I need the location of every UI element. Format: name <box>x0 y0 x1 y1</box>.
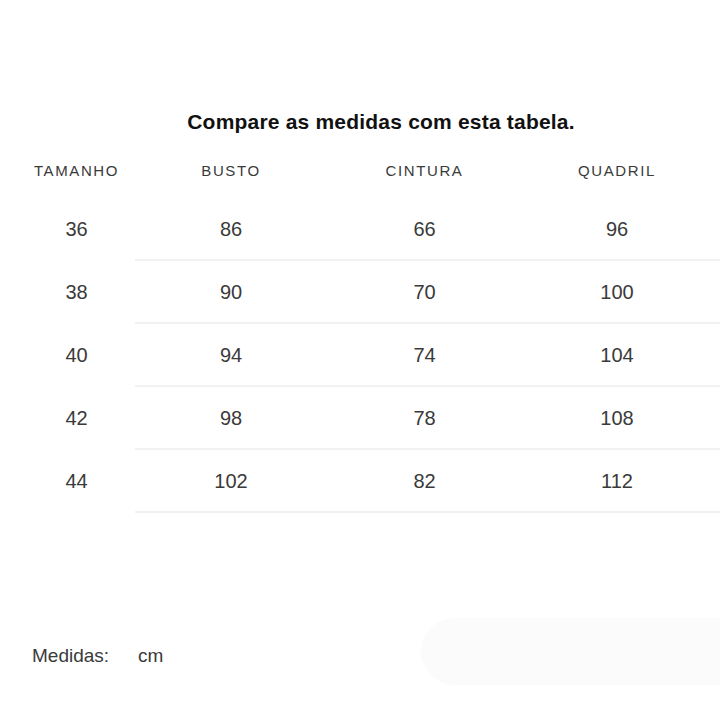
column-header-quadril: QUADRIL <box>540 162 694 179</box>
table-cell: 94 <box>153 344 309 367</box>
table-cell: 38 <box>0 281 153 304</box>
table-cell: 96 <box>540 218 694 241</box>
table-cell: 40 <box>0 344 153 367</box>
table-cell: 108 <box>540 407 694 430</box>
table-cell: 102 <box>153 470 309 493</box>
table-cell: 70 <box>309 281 540 304</box>
table-cell: 66 <box>309 218 540 241</box>
table-row: 36866696 <box>0 198 720 261</box>
table-row: 409474104 <box>0 324 720 387</box>
table-cell: 44 <box>0 470 153 493</box>
table-cell: 42 <box>0 407 153 430</box>
table-cell: 82 <box>309 470 540 493</box>
table-row: 429878108 <box>0 387 720 450</box>
table-row: 389070100 <box>0 261 720 324</box>
table-cell: 36 <box>0 218 153 241</box>
background-pill <box>421 618 720 685</box>
page-title: Compare as medidas com esta tabela. <box>42 110 720 134</box>
measurement-unit-line: Medidas: cm <box>32 645 163 667</box>
size-table: TAMANHOBUSTOCINTURAQUADRIL 3686669638907… <box>0 142 720 513</box>
table-cell: 86 <box>153 218 309 241</box>
table-cell: 98 <box>153 407 309 430</box>
table-cell: 100 <box>540 281 694 304</box>
table-cell: 90 <box>153 281 309 304</box>
table-row: 4410282112 <box>0 450 720 513</box>
table-body: 3686669638907010040947410442987810844102… <box>0 198 720 513</box>
table-cell: 112 <box>540 470 694 493</box>
row-divider <box>135 511 720 513</box>
table-cell: 104 <box>540 344 694 367</box>
table-cell: 78 <box>309 407 540 430</box>
measurement-label: Medidas: <box>32 645 109 667</box>
column-header-tamanho: TAMANHO <box>0 162 153 179</box>
measurement-unit: cm <box>138 645 163 667</box>
table-cell: 74 <box>309 344 540 367</box>
table-header-row: TAMANHOBUSTOCINTURAQUADRIL <box>0 142 720 198</box>
column-header-busto: BUSTO <box>153 162 309 179</box>
column-header-cintura: CINTURA <box>309 162 540 179</box>
